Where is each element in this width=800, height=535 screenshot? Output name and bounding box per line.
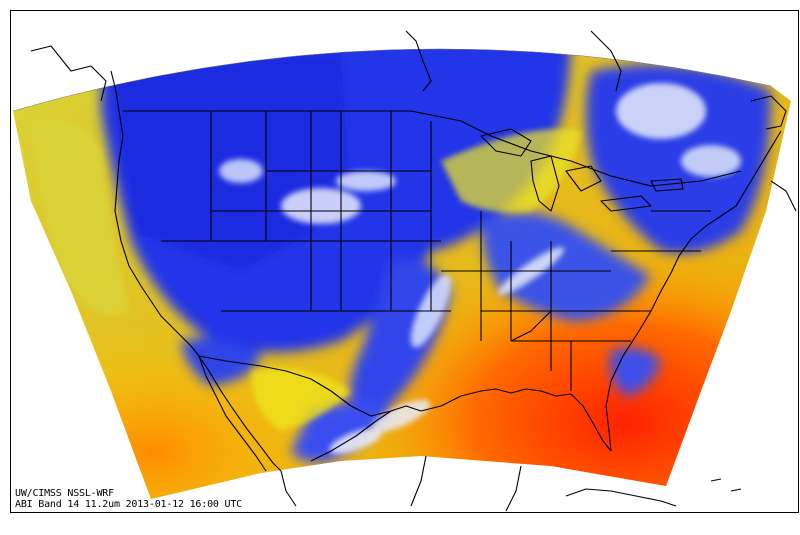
product-caption: ABI Band 14 11.2um 2013-01-12 16:00 UTC [15, 499, 242, 510]
satellite-image-frame: UW/CIMSS NSSL-WRF ABI Band 14 11.2um 201… [10, 10, 799, 513]
us-canada-border [123, 110, 742, 187]
gulf-coastline [310, 388, 612, 462]
source-caption: UW/CIMSS NSSL-WRF [15, 488, 114, 499]
satellite-map [12, 30, 797, 512]
ir-imagery [13, 48, 791, 499]
us-mexico-border [198, 355, 392, 417]
cuba-outline [565, 488, 677, 507]
great-lakes [480, 128, 684, 212]
atlantic-coastline [605, 130, 782, 452]
pacific-coastline [110, 70, 267, 472]
boundary-lines [30, 30, 797, 512]
mid-level-layer [31, 119, 581, 431]
